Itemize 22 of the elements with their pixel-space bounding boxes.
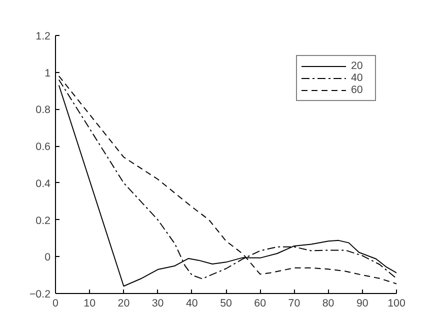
x-tick-label: 100 [388, 298, 406, 310]
legend-label: 40 [351, 72, 364, 84]
x-tick-label: 60 [254, 298, 266, 310]
x-tick-label: 10 [84, 298, 96, 310]
x-tick-label: 30 [152, 298, 164, 310]
y-tick-label: 0.2 [36, 214, 51, 227]
y-tick-label: −0.2 [29, 288, 51, 300]
legend-label: 20 [351, 60, 364, 72]
y-tick-label: 0.8 [36, 104, 51, 116]
y-tick-label: 0 [44, 252, 51, 264]
x-tick-label: 0 [52, 298, 59, 310]
y-tick-label: 1.2 [36, 30, 51, 42]
x-tick-label: 90 [356, 298, 368, 310]
y-tick-label: 0.6 [36, 141, 51, 154]
legend-label: 60 [351, 84, 364, 96]
y-tick-label: 1 [44, 67, 51, 80]
x-tick-label: 50 [220, 298, 232, 310]
y-tick-label: 0.4 [36, 178, 51, 190]
x-tick-label: 20 [118, 298, 130, 310]
x-tick-label: 40 [186, 298, 198, 310]
x-tick-label: 80 [322, 298, 334, 310]
x-tick-label: 70 [288, 298, 300, 310]
